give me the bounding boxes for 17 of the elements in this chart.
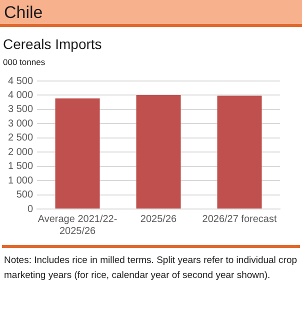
y-tick-label: 2 500 xyxy=(8,132,34,144)
y-tick-label: 0 xyxy=(27,204,34,215)
y-tick-label: 4 500 xyxy=(8,76,34,87)
y-tick-label: 2 000 xyxy=(8,146,34,158)
y-tick-label: 3 500 xyxy=(8,104,34,116)
y-tick-label: 1 500 xyxy=(8,161,34,172)
x-tick-label: 2025/26 xyxy=(140,214,178,225)
chart-title: Chile xyxy=(0,0,302,27)
y-tick-label: 500 xyxy=(16,190,34,201)
chart-subtitle: Cereals Imports xyxy=(3,36,103,52)
text: Notes: Includes rice in milled terms. Split years refer to individual crop marketing years (for rice, calendar year of second year shown). xyxy=(4,254,298,283)
y-tick-label: 4 000 xyxy=(8,90,34,101)
x-tick-label: Average 2021/22-2025/26 xyxy=(38,214,118,237)
x-tick-label: 2026/27 forecast xyxy=(202,214,277,225)
y-tick-label: 3 000 xyxy=(8,118,34,130)
y-axis-title: 000 tonnes xyxy=(3,57,46,67)
y-tick-label: 1 000 xyxy=(8,175,34,186)
